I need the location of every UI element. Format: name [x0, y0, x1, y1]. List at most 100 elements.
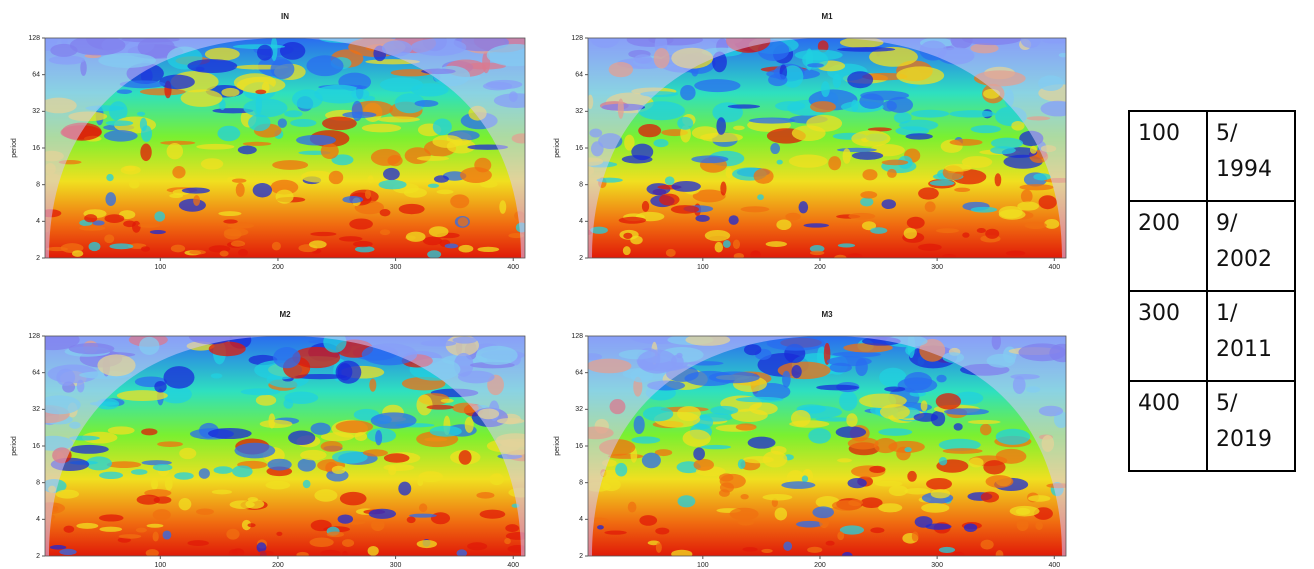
heatmap-blob	[380, 209, 391, 216]
heatmap-blob	[980, 424, 992, 436]
heatmap-blob	[860, 197, 873, 206]
heatmap-blob	[151, 478, 158, 490]
heatmap-blob	[926, 478, 952, 490]
heatmap-blob	[878, 428, 912, 436]
heatmap-blob	[267, 459, 291, 471]
heatmap-blob	[748, 437, 776, 449]
heatmap-blob	[332, 466, 346, 474]
heatmap-blob	[907, 217, 925, 229]
heatmap-blob	[691, 155, 728, 163]
panel: INperiod248163264128100200300400	[11, 12, 544, 271]
heatmap-blob	[918, 187, 939, 199]
heatmap-blob	[808, 428, 831, 443]
table-cell: 9/ 2002	[1207, 201, 1295, 291]
heatmap-blob	[380, 229, 390, 235]
y-tick-label: 128	[28, 35, 40, 42]
heatmap-blob	[904, 447, 911, 452]
heatmap-blob	[905, 133, 932, 139]
heatmap-blob	[939, 547, 955, 553]
heatmap-blob	[964, 523, 977, 532]
heatmap-blob	[1030, 146, 1037, 154]
heatmap-blob	[749, 402, 778, 414]
heatmap-blob	[716, 117, 726, 135]
heatmap-blob	[105, 214, 125, 223]
heatmap-blob	[104, 130, 138, 141]
heatmap-blob	[741, 206, 770, 212]
heatmap-blob	[882, 160, 909, 166]
heatmap-blob	[615, 463, 627, 477]
heatmap-blob	[889, 485, 908, 496]
heatmap-blob	[256, 94, 262, 115]
heatmap-blob	[398, 482, 411, 496]
heatmap-blob	[634, 416, 645, 434]
heatmap-blob	[119, 534, 142, 539]
heatmap-blob	[384, 453, 410, 462]
heatmap-blob	[154, 211, 165, 221]
heatmap-blob	[996, 550, 1004, 559]
charts: INperiod248163264128100200300400M1period…	[0, 0, 1110, 569]
heatmap-blob	[375, 430, 382, 445]
heatmap-blob	[969, 457, 984, 467]
x-tick-label: 300	[931, 562, 943, 569]
heatmap-blob	[426, 405, 453, 410]
heatmap-blob	[1011, 121, 1024, 131]
heatmap-blob	[869, 466, 885, 473]
heatmap-blob	[789, 155, 828, 168]
heatmap-blob	[887, 169, 897, 178]
heatmap-blob	[104, 234, 114, 243]
heatmap-blob	[862, 169, 877, 180]
heatmap-blob	[253, 183, 272, 197]
heatmap-blob	[365, 189, 371, 199]
heatmap-blob	[296, 552, 308, 558]
heatmap-blob	[342, 112, 376, 119]
heatmap-blob	[782, 371, 791, 388]
heatmap-blob	[839, 391, 857, 411]
x-tick-label: 400	[507, 264, 519, 271]
heatmap-blob	[950, 139, 983, 146]
heatmap-blob	[768, 74, 787, 86]
heatmap-blob	[848, 478, 867, 488]
heatmap-blob	[105, 192, 116, 206]
y-tick-label: 128	[571, 333, 583, 340]
heatmap-blob	[899, 120, 938, 131]
heatmap-blob	[981, 540, 994, 550]
heatmap-blob	[223, 219, 237, 223]
y-tick-label: 128	[571, 35, 583, 42]
y-tick-label: 2	[36, 255, 40, 262]
heatmap-blob	[276, 190, 294, 204]
heatmap-blob	[265, 481, 290, 490]
table-cell: 5/ 1994	[1207, 111, 1295, 201]
heatmap-blob	[137, 495, 160, 505]
heatmap-blob	[52, 506, 58, 512]
y-tick-label: 8	[36, 480, 40, 487]
heatmap-blob	[406, 232, 426, 242]
heatmap-blob	[280, 42, 305, 60]
y-axis-label: period	[554, 436, 561, 456]
heatmap-blob	[630, 236, 643, 245]
heatmap	[25, 328, 542, 560]
heatmap-blob	[301, 171, 334, 183]
heatmap-blob	[371, 149, 401, 166]
heatmap-blob	[153, 509, 171, 520]
heatmap-blob	[763, 451, 788, 467]
heatmap-blob	[136, 528, 147, 533]
chart-title: IN	[281, 12, 289, 21]
heatmap-blob	[276, 532, 282, 536]
heatmap-blob	[201, 158, 223, 169]
x-tick-label: 300	[390, 562, 402, 569]
y-tick-label: 16	[575, 443, 583, 450]
heatmap-blob	[677, 406, 701, 421]
heatmap-blob	[460, 167, 492, 183]
heatmap-blob	[882, 199, 896, 209]
heatmap-blob	[212, 490, 232, 495]
heatmap-blob	[1017, 519, 1029, 531]
heatmap-blob	[954, 423, 963, 431]
heatmap-blob	[181, 89, 223, 107]
y-tick-label: 8	[579, 480, 583, 487]
heatmap-blob	[140, 88, 186, 95]
heatmap-blob	[986, 475, 1014, 488]
heatmap-blob	[123, 220, 136, 227]
heatmap-blob	[214, 466, 233, 474]
heatmap-blob	[912, 531, 919, 541]
